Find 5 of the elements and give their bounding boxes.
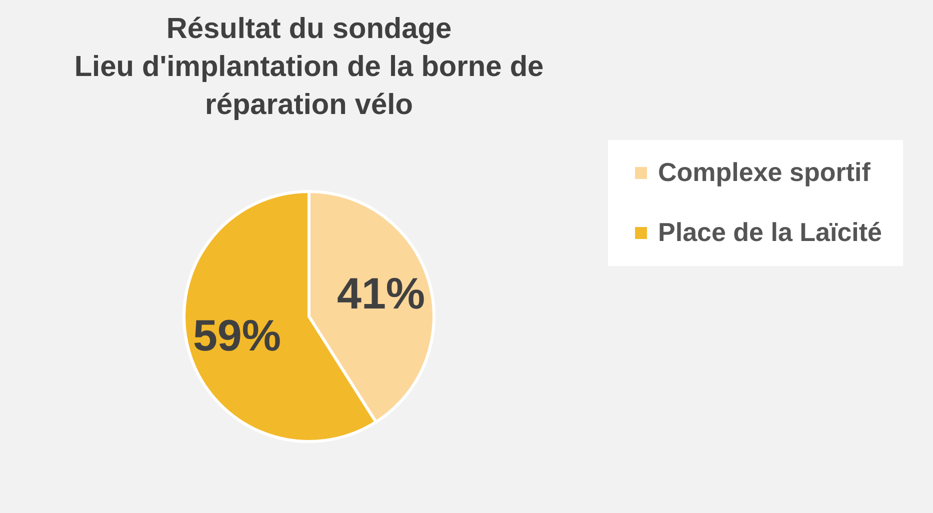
data-label: 59% — [192, 311, 282, 360]
data-label: 41% — [336, 270, 426, 319]
legend-label: Complexe sportif — [658, 157, 871, 187]
legend-label: Place de la Laïcité — [658, 217, 882, 247]
chart-title: Résultat du sondage Lieu d'implantation de la borne de réparation vélo — [74, 13, 544, 121]
